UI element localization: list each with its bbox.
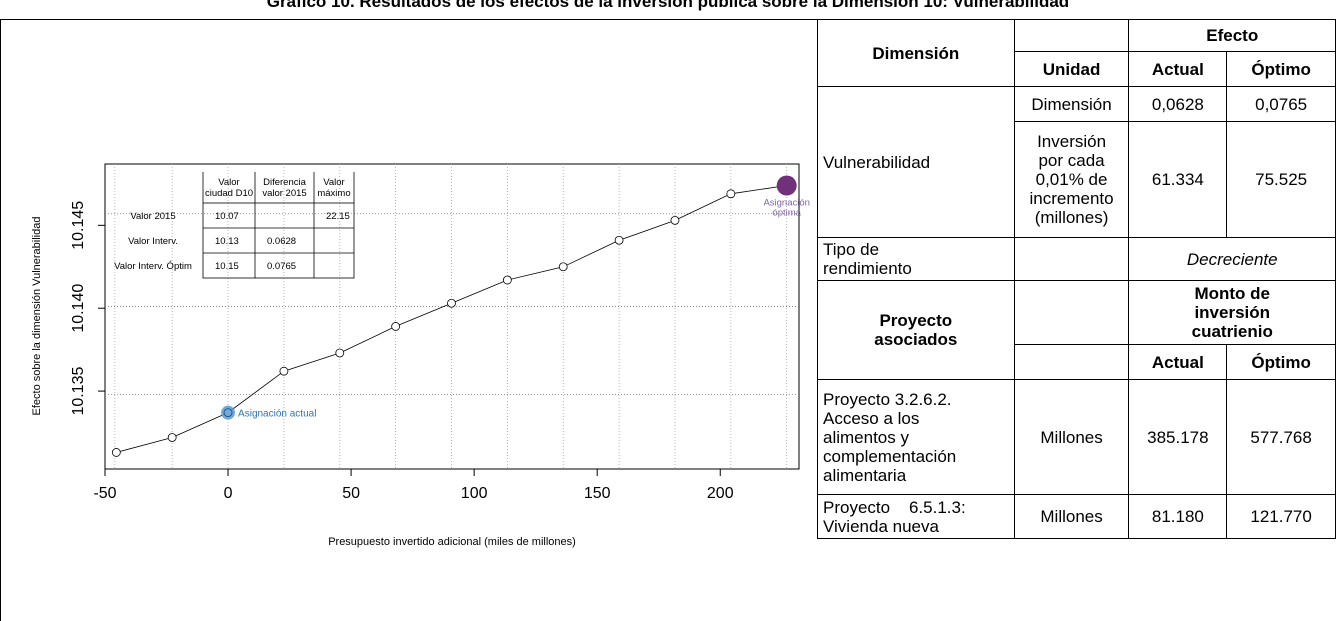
inset-header-line2: ciudad D10 — [205, 188, 253, 199]
monto-header-cell: Monto de inversión cuatrienio — [1128, 280, 1336, 345]
x-tick-label: 200 — [707, 485, 734, 502]
x-tick-label: 50 — [342, 485, 360, 502]
project-2-optimo-cell: 121.770 — [1226, 494, 1336, 539]
dimension-actual-cell: 0,0628 — [1128, 86, 1228, 122]
data-point — [279, 366, 289, 376]
inset-table-border — [202, 202, 355, 279]
proyecto-empty-cell — [1013, 280, 1130, 345]
actual-header-cell-2: Actual — [1128, 344, 1228, 380]
inset-cell: 10.13 — [215, 236, 239, 247]
project-2-name-cell: Proyecto 6.5.1.3: Vivienda nueva — [817, 494, 1015, 539]
project-2-actual-cell: 81.180 — [1128, 494, 1228, 539]
inset-row-label: Valor 2015 — [130, 211, 175, 222]
tipo-empty-cell — [1013, 237, 1130, 281]
data-point — [391, 322, 401, 331]
data-point — [558, 262, 568, 272]
y-axis-label: Efecto sobre la dimensión Vulnerabilidad — [31, 217, 43, 416]
y-tick-label: 10.140 — [70, 284, 87, 333]
chart-frame — [0, 19, 817, 621]
inset-cell: 0.0765 — [267, 261, 296, 272]
tipo-value-cell: Decreciente — [1128, 237, 1336, 281]
results-table: Dimensión Efecto Unidad Actual Óptimo Vu… — [817, 19, 1336, 539]
optimo-header-cell-2: Óptimo — [1226, 344, 1336, 380]
inset-header-line2: valor 2015 — [262, 188, 306, 199]
optimo-header-cell: Óptimo — [1226, 51, 1336, 87]
x-tick-label: 150 — [584, 485, 611, 502]
x-tick-label: 100 — [461, 485, 488, 502]
inset-header-line1: Valor — [323, 177, 344, 188]
optimal-allocation-marker — [776, 175, 797, 196]
grid-lines — [114, 164, 788, 469]
actual-header-cell: Actual — [1128, 51, 1228, 87]
data-point — [726, 189, 736, 199]
x-tick-label: -50 — [93, 485, 116, 502]
x-axis-label: Presupuesto invertido adicional (miles d… — [328, 536, 576, 548]
optimal-allocation-label-2: óptima — [772, 208, 801, 219]
inset-cell: 10.15 — [215, 261, 239, 272]
current-allocation-ring — [223, 408, 233, 418]
efecto-header-cell: Efecto — [1128, 19, 1336, 52]
optimal-allocation-label-1: Asignación — [763, 198, 809, 209]
y-axis-ticks: 10.135 10.140 10.145 — [70, 201, 105, 416]
proyecto-empty-cell-2 — [1013, 344, 1130, 380]
series-line — [116, 185, 787, 453]
inset-cell: 22.15 — [326, 211, 350, 222]
inversion-actual-cell: 61.334 — [1128, 121, 1228, 238]
inset-header-line1: Valor — [218, 177, 239, 188]
x-axis-ticks: -50 0 50 100 150 200 — [93, 469, 734, 502]
dimension-unit-cell: Dimensión — [1013, 86, 1130, 122]
data-points — [111, 181, 792, 457]
plot-area — [104, 163, 800, 470]
data-point — [335, 348, 345, 358]
inversion-optimo-cell: 75.525 — [1226, 121, 1336, 238]
data-point — [502, 275, 512, 285]
inset-row-label: Valor Interv. Óptim — [114, 261, 192, 272]
tipo-label-cell: Tipo de rendimiento — [817, 237, 1015, 281]
dimension-optimo-cell: 0,0765 — [1226, 86, 1336, 122]
dimension-header-cell: Dimensión — [817, 19, 1015, 87]
project-1-unit-cell: Millones — [1013, 379, 1130, 495]
data-point — [614, 235, 624, 245]
current-allocation-marker — [221, 405, 236, 420]
inversion-unit-cell: Inversión por cada 0,01% de incremento (mill… — [1013, 121, 1130, 238]
project-2-unit-cell: Millones — [1013, 494, 1130, 539]
current-allocation-label: Asignación actual — [238, 409, 316, 420]
data-point — [670, 215, 680, 225]
y-tick-label: 10.145 — [70, 201, 87, 250]
inset-cell: 0.0628 — [267, 236, 296, 247]
vulnerabilidad-cell: Vulnerabilidad — [817, 86, 1015, 238]
y-tick-label: 10.135 — [70, 367, 87, 416]
inset-row-label: Valor Interv. — [128, 236, 178, 247]
inset-header-line1: Diferencia — [263, 177, 306, 188]
empty-header-cell — [1013, 19, 1130, 52]
data-point — [167, 433, 177, 442]
project-1-name-cell: Proyecto 3.2.6.2. Acceso a los alimentos y… — [817, 379, 1015, 495]
data-point — [447, 298, 456, 308]
inset-header-line2: máximo — [317, 188, 350, 199]
data-point — [111, 448, 121, 457]
unidad-header-cell: Unidad — [1013, 51, 1130, 87]
proyecto-header-cell: Proyecto asociados — [817, 280, 1015, 380]
page-title: Gráfico 10. Resultados de los efectos de… — [266, 0, 1070, 11]
x-tick-label: 0 — [224, 485, 233, 502]
inset-cell: 10.07 — [215, 211, 239, 222]
project-1-optimo-cell: 577.768 — [1226, 379, 1336, 495]
project-1-actual-cell: 385.178 — [1128, 379, 1228, 495]
